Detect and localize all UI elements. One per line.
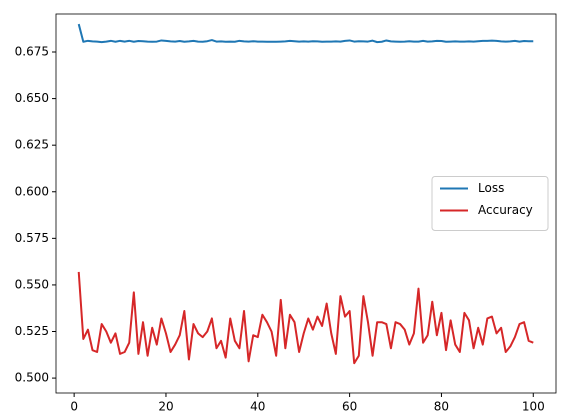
y-tick-label: 0.650 [15,91,49,105]
line [77,23,534,44]
legend-box [431,176,549,231]
x-tick-label: 0 [70,400,78,413]
y-tick-label: 0.625 [15,138,49,152]
x-tick-label: 40 [250,400,265,413]
x-tick-label: 100 [522,400,545,413]
legend-label: Loss [478,181,504,195]
y-tick-label: 0.525 [15,324,49,338]
legend-label: Accuracy [478,203,533,217]
y-tick-label: 0.675 [15,45,49,59]
y-tick-label: 0.600 [15,184,49,198]
y-tick-label: 0.550 [15,277,49,291]
y-tick-label: 0.575 [15,231,49,245]
y-tick-label: 0.500 [15,371,49,385]
x-tick-label: 20 [158,400,173,413]
plot-frame [55,13,557,394]
line [77,271,534,365]
x-tick-label: 80 [434,400,449,413]
x-tick-label: 60 [342,400,357,413]
